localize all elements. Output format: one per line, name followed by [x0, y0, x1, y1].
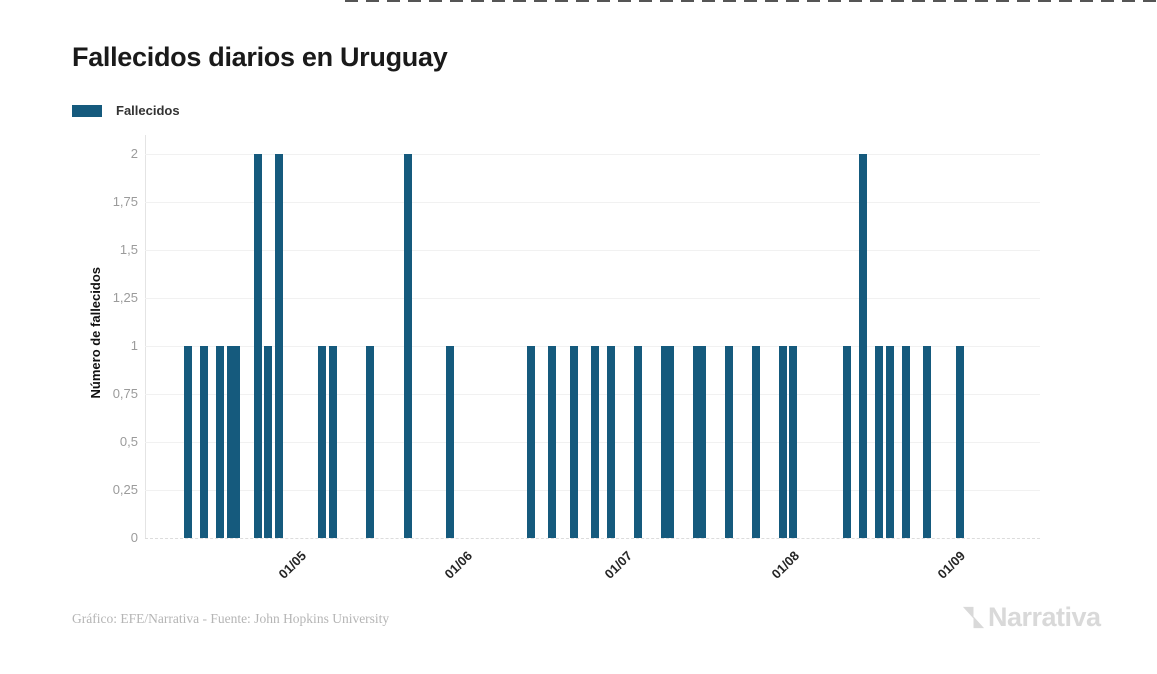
y-axis-tick-label: 0,25	[112, 482, 138, 497]
bar	[253, 154, 262, 538]
bar	[875, 346, 884, 538]
bar	[226, 346, 235, 538]
bar	[885, 346, 894, 538]
legend-swatch	[72, 104, 102, 117]
bar	[317, 346, 326, 538]
bar	[216, 346, 225, 538]
x-axis-baseline	[145, 538, 1040, 539]
x-axis-tick-label: 01/06	[441, 548, 475, 582]
bar	[751, 346, 760, 538]
bar	[725, 346, 734, 538]
bar	[548, 346, 557, 538]
y-axis-tick-label: 0,75	[112, 386, 138, 401]
bar	[859, 154, 868, 538]
bar	[843, 346, 852, 538]
bar	[569, 346, 578, 538]
legend-label: Fallecidos	[116, 103, 180, 118]
bar	[232, 346, 241, 538]
gridline	[145, 202, 1040, 203]
y-axis-tick-label: 1	[130, 338, 138, 353]
y-axis-tick-label: 0,5	[119, 434, 138, 449]
x-axis-tick-label: 01/05	[275, 548, 309, 582]
top-dashed-line	[345, 0, 1157, 2]
bar	[526, 346, 535, 538]
y-axis-title: Número de fallecidos	[88, 267, 103, 399]
x-axis-tick-label: 01/09	[934, 548, 968, 582]
bar	[660, 346, 669, 538]
bar	[183, 346, 192, 538]
bar	[666, 346, 675, 538]
gridline	[145, 154, 1040, 155]
y-axis-line	[145, 135, 146, 538]
bar	[366, 346, 375, 538]
source-credit: Gráfico: EFE/Narrativa - Fuente: John Ho…	[72, 611, 390, 626]
bar	[446, 346, 455, 538]
y-axis-tick-label: 2	[130, 146, 138, 161]
bar	[698, 346, 707, 538]
bar	[591, 346, 600, 538]
bar	[274, 154, 283, 538]
bar	[778, 346, 787, 538]
x-axis-tick-label: 01/07	[601, 548, 636, 582]
bar	[923, 346, 932, 538]
legend: Fallecidos	[72, 103, 180, 118]
bar	[264, 346, 273, 538]
bar	[199, 346, 208, 538]
bar	[693, 346, 701, 538]
gridline	[145, 298, 1040, 299]
bar	[607, 346, 616, 538]
bar	[955, 346, 964, 538]
narrativa-logo-text: Narrativa	[988, 602, 1101, 632]
y-axis-tick-label: 1,25	[112, 290, 138, 305]
narrativa-logo-icon	[962, 606, 985, 629]
bar	[403, 154, 412, 538]
bar	[902, 346, 911, 538]
bar	[634, 346, 643, 538]
x-axis-tick-label: 01/08	[768, 548, 802, 582]
chart-title: Fallecidos diarios en Uruguay	[72, 42, 448, 72]
y-axis-tick-label: 0	[130, 530, 138, 545]
y-axis-tick-label: 1,75	[112, 194, 138, 209]
y-axis-tick-label: 1,5	[119, 242, 138, 257]
gridline	[145, 250, 1040, 251]
narrativa-logo: Narrativa	[961, 602, 1101, 633]
bar	[328, 346, 337, 538]
bar	[789, 346, 798, 538]
